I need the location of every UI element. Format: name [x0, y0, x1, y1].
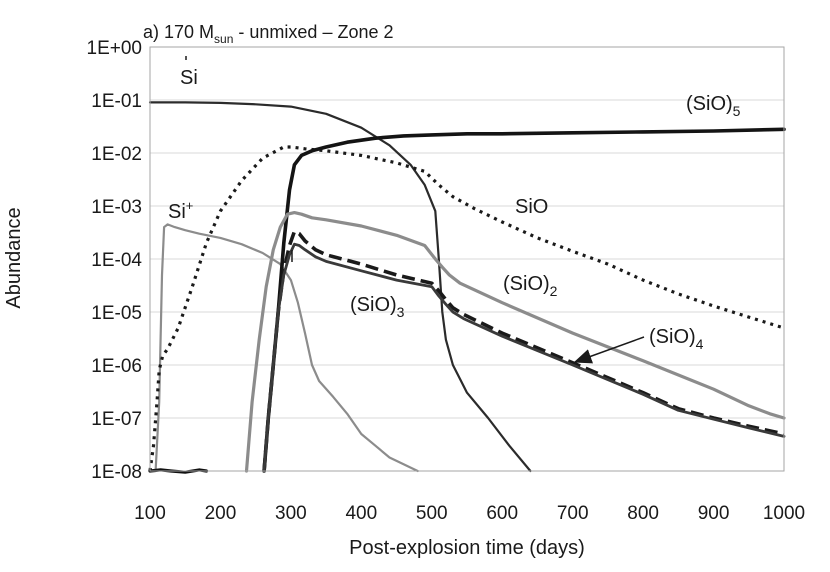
y-tick-label: 1E-03: [91, 197, 142, 218]
annotation-sio: SiO: [515, 196, 548, 218]
series-line-sio-5: [262, 127, 786, 473]
x-tick-label: 500: [416, 503, 448, 524]
y-tick-label: 1E-01: [91, 91, 142, 112]
y-tick-label: 1E-06: [91, 356, 142, 377]
series-group: [148, 101, 786, 474]
chart-title: a) 170 Msun - unmixed – Zone 2: [143, 22, 394, 46]
x-tick-label: 700: [557, 503, 589, 524]
y-tick-label: 1E-07: [91, 409, 142, 430]
sio4-arrow: [573, 336, 645, 364]
annotation-sio3: (SiO)3: [350, 294, 405, 320]
y-tick-label: 1E-04: [91, 250, 142, 271]
annotation-sio5: (SiO)5: [686, 93, 741, 119]
x-tick-label: 600: [486, 503, 518, 524]
x-tick-label: 1000: [763, 503, 805, 524]
y-tick-label: 1E+00: [87, 38, 142, 59]
x-tick-label: 400: [345, 503, 377, 524]
x-axis-title: Post-explosion time (days): [349, 537, 585, 559]
x-tick-label: 900: [698, 503, 730, 524]
series-line-sio-2: [244, 211, 786, 473]
series-line-baseline: [148, 468, 208, 474]
y-tick-label: 1E-05: [91, 303, 142, 324]
y-axis-title: Abundance: [3, 207, 25, 308]
series-line-sio-3: [262, 242, 786, 473]
series-line-si: [148, 101, 532, 473]
series-line-sio: [148, 145, 785, 472]
y-tick-label: 1E-02: [91, 144, 142, 165]
x-tick-label: 200: [205, 503, 237, 524]
annotation-si-plus: Si+: [168, 198, 193, 223]
plot-frame: [149, 46, 785, 472]
x-tick-label: 100: [134, 503, 166, 524]
tick-labels: 1E-08 1E-07 1E-06 1E-05 1E-04 1E-03 1E-02 1E-01…: [87, 38, 806, 524]
y-tick-label: 1E-08: [91, 462, 142, 483]
series-line-sio-4: [262, 229, 785, 472]
x-tick-label: 300: [275, 503, 307, 524]
annotation-sio4: (SiO)4: [649, 326, 704, 352]
x-tick-label: 800: [627, 503, 659, 524]
annotation-si: Si: [180, 67, 198, 89]
annotation-sio2: (SiO)2: [503, 273, 558, 299]
